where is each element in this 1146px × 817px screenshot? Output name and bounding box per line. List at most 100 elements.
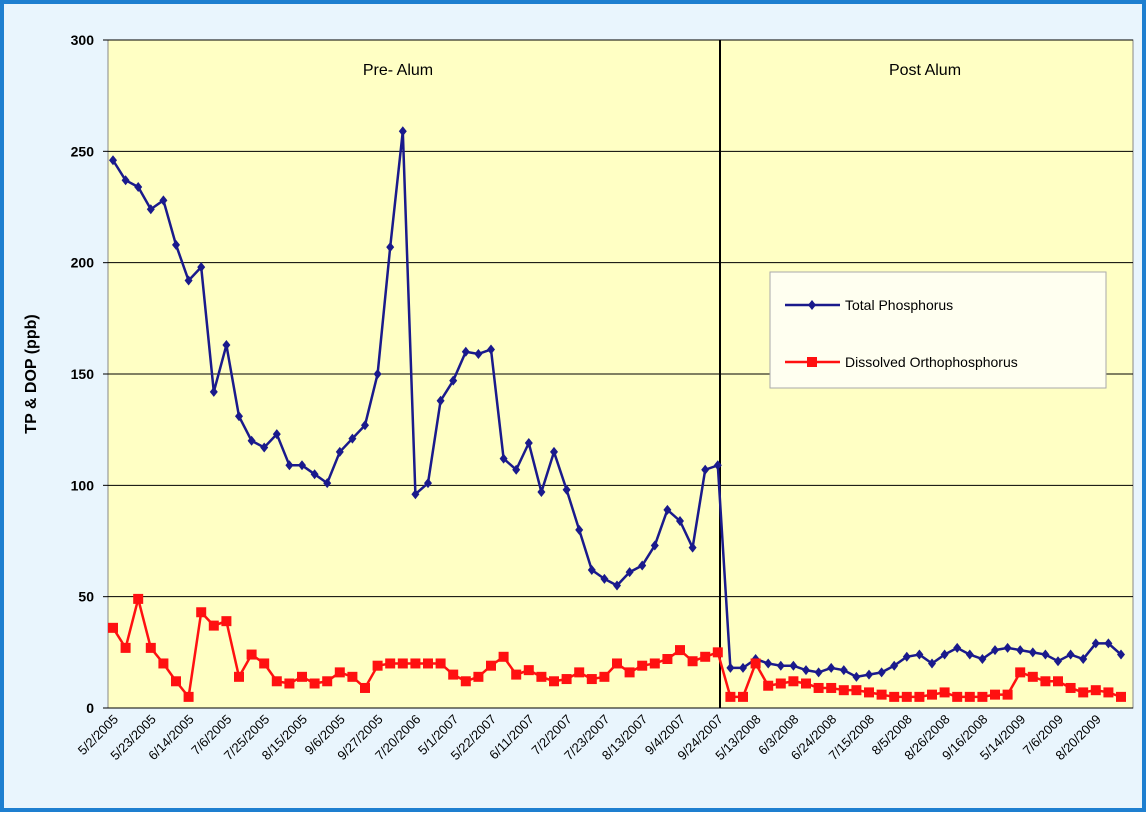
point — [120, 642, 131, 653]
point — [613, 580, 621, 591]
point — [852, 671, 861, 682]
point — [109, 155, 117, 166]
point — [940, 649, 949, 660]
point — [739, 662, 747, 673]
point — [676, 515, 684, 526]
point — [424, 478, 432, 489]
point — [901, 691, 912, 702]
point — [348, 433, 357, 444]
y-tick-label: 150 — [71, 366, 95, 382]
legend-label: Total Phosphorus — [845, 297, 953, 313]
point — [927, 689, 937, 700]
point — [360, 682, 370, 693]
point — [397, 658, 408, 669]
point — [460, 676, 471, 687]
point — [789, 660, 798, 671]
y-tick-label: 300 — [71, 32, 95, 48]
point — [649, 658, 660, 669]
point — [1002, 689, 1013, 700]
point — [499, 453, 508, 464]
point — [260, 442, 269, 453]
point — [133, 593, 144, 604]
point — [335, 446, 344, 457]
point — [1053, 676, 1063, 687]
point — [524, 438, 533, 449]
point — [234, 671, 244, 682]
point — [775, 678, 786, 689]
point — [587, 564, 596, 575]
point — [839, 665, 848, 676]
point — [537, 487, 546, 498]
point — [410, 658, 421, 669]
point — [977, 691, 988, 702]
point — [448, 669, 459, 680]
point — [536, 671, 547, 682]
point — [725, 691, 736, 702]
point — [776, 660, 785, 671]
point — [612, 658, 622, 669]
point — [222, 340, 231, 351]
point — [1041, 649, 1050, 660]
point — [172, 239, 180, 250]
point — [876, 689, 887, 700]
point — [991, 645, 999, 656]
point — [385, 658, 396, 669]
point — [1078, 687, 1089, 698]
point — [247, 435, 256, 446]
point — [474, 348, 483, 359]
legend-label: Dissolved Orthophosphorus — [845, 354, 1018, 370]
point — [939, 687, 950, 698]
point — [701, 464, 710, 475]
point — [662, 654, 673, 665]
point — [259, 658, 270, 669]
point — [235, 411, 243, 422]
point — [461, 346, 470, 357]
point — [1016, 645, 1025, 656]
point — [423, 658, 433, 669]
point — [1116, 691, 1126, 702]
point — [851, 685, 862, 696]
point — [386, 242, 395, 253]
point — [889, 691, 900, 702]
point — [1003, 642, 1012, 653]
point — [763, 680, 774, 691]
point — [171, 676, 181, 687]
point — [523, 665, 534, 676]
point — [1027, 671, 1038, 682]
point — [625, 567, 634, 578]
point — [411, 489, 420, 500]
point — [310, 469, 319, 480]
point — [675, 645, 685, 656]
point — [1054, 656, 1062, 667]
point — [284, 678, 295, 689]
point — [687, 656, 698, 667]
point — [498, 651, 509, 662]
point — [990, 689, 1000, 700]
point — [398, 126, 407, 137]
point — [1065, 682, 1076, 693]
point — [146, 204, 155, 215]
point — [864, 687, 874, 698]
point — [1117, 649, 1125, 660]
point — [1103, 687, 1114, 698]
point — [246, 649, 257, 660]
point — [121, 175, 130, 186]
y-tick-label: 200 — [71, 255, 95, 271]
point — [221, 616, 232, 627]
point — [663, 504, 672, 515]
legend — [769, 271, 1107, 389]
point — [347, 671, 358, 682]
point — [309, 678, 320, 689]
legend-marker — [808, 300, 816, 310]
point — [562, 484, 571, 495]
point — [637, 660, 648, 671]
point — [952, 691, 963, 702]
point — [361, 420, 369, 431]
point — [1091, 638, 1100, 649]
y-tick-label: 0 — [86, 700, 94, 716]
point — [826, 682, 837, 693]
point — [827, 662, 836, 673]
point — [334, 667, 345, 678]
point — [700, 651, 711, 662]
point — [486, 660, 496, 671]
